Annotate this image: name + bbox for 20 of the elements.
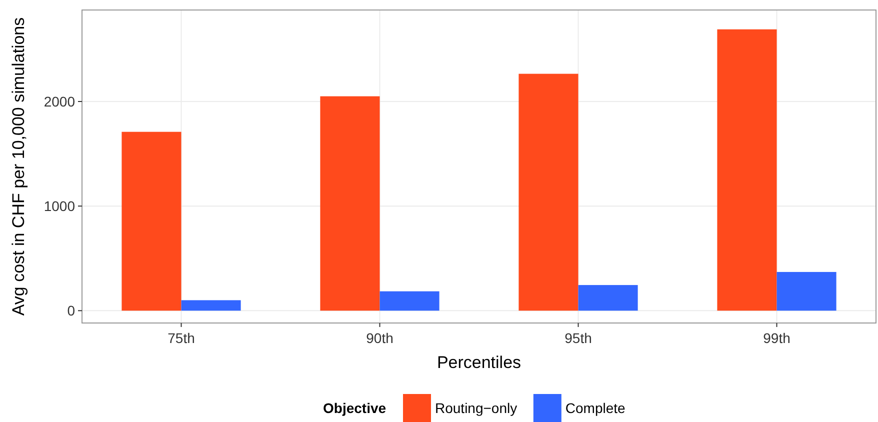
- bar: [122, 132, 182, 311]
- bar: [518, 74, 578, 311]
- x-tick-label: 99th: [763, 330, 790, 346]
- y-tick-label: 2000: [44, 93, 76, 110]
- bar: [320, 96, 380, 311]
- bar: [380, 291, 440, 311]
- legend-label: Complete: [565, 400, 626, 416]
- y-tick-label: 1000: [44, 198, 76, 214]
- x-axis-title: Percentiles: [436, 353, 522, 372]
- bar: [181, 300, 241, 311]
- bar: [717, 29, 777, 311]
- y-axis-title: Avg cost in CHF per 10,000 simulations: [9, 17, 28, 316]
- bar: [578, 285, 638, 311]
- x-tick-label: 95th: [564, 330, 592, 346]
- y-tick-label: 0: [67, 302, 76, 319]
- legend-title: Objective: [323, 400, 386, 416]
- legend-label: Routing−only: [435, 400, 518, 416]
- x-tick-label: 75th: [168, 330, 195, 346]
- bar: [776, 272, 836, 311]
- x-tick-label: 90th: [366, 330, 394, 346]
